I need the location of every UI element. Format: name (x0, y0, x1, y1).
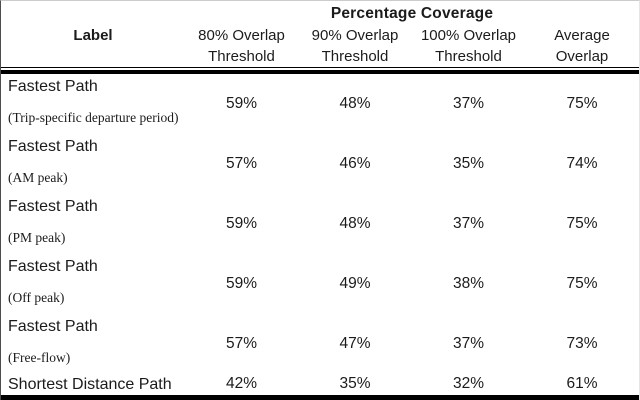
row-label: Fastest Path (8, 318, 98, 335)
cell-value: 48% (339, 95, 371, 112)
header-spacer (1, 1, 185, 25)
row-sublabel: (PM peak) (8, 230, 66, 245)
cell-value: 75% (566, 95, 598, 112)
row-label-cell: Fastest Path (AM peak) (1, 134, 185, 194)
cell-value: 37% (452, 215, 485, 232)
row-sublabel: (AM peak) (8, 170, 68, 185)
row-label-cell: Fastest Path (Free-flow) (1, 314, 185, 374)
cell-value: 35% (339, 375, 371, 392)
table-row-fastest-path-am-peak: Fastest Path (AM peak) 57% 46% 35% 74% (1, 134, 639, 194)
row-label-cell: Fastest Path (Trip-specific departure pe… (1, 74, 185, 134)
cell-value: 59% (225, 95, 258, 112)
cell-value: 37% (452, 335, 485, 352)
table-header-columns-row: Label 80% Overlap Threshold 90% Overlap … (1, 25, 639, 67)
table-row-fastest-path-trip-specific: Fastest Path (Trip-specific departure pe… (1, 74, 639, 134)
cell-value: 74% (566, 155, 598, 172)
table-row-fastest-path-free-flow: Fastest Path (Free-flow) 57% 47% 37% 73% (1, 314, 639, 374)
cell-value: 57% (225, 335, 258, 352)
row-label-cell: Fastest Path (PM peak) (1, 194, 185, 254)
table-row-fastest-path-off-peak: Fastest Path (Off peak) 59% 49% 38% 75% (1, 254, 639, 314)
cell-value: 49% (339, 275, 371, 292)
col-header-80-overlap-threshold: 80% Overlap Threshold (198, 27, 285, 65)
cell-value: 59% (225, 215, 258, 232)
row-label-cell: Fastest Path (Off peak) (1, 254, 185, 314)
cell-value: 42% (225, 375, 258, 392)
col-header-label-text: Label (73, 27, 113, 44)
row-label: Shortest Distance Path (8, 376, 172, 393)
col-header-average-overlap: Average Overlap (554, 27, 610, 65)
cell-value: 75% (566, 275, 598, 292)
row-label: Fastest Path (8, 78, 98, 95)
cell-value: 47% (339, 335, 371, 352)
col-header-90-overlap-threshold: 90% Overlap Threshold (311, 27, 399, 65)
row-label: Fastest Path (8, 138, 98, 155)
cell-value: 32% (452, 375, 485, 392)
table-row-shortest-distance-path: Shortest Distance Path 42% 35% 32% 61% (1, 374, 639, 394)
cell-value: 46% (339, 155, 371, 172)
cell-value: 75% (566, 215, 598, 232)
cell-value: 73% (566, 335, 598, 352)
row-label-cell: Shortest Distance Path (1, 374, 185, 394)
col-header-100-overlap-threshold: 100% Overlap Threshold (420, 27, 517, 65)
cell-value: 57% (225, 155, 258, 172)
row-label: Fastest Path (8, 258, 98, 275)
cell-value: 61% (566, 375, 598, 392)
col-header-label: Label (1, 25, 185, 67)
table-bottom-rule (1, 395, 639, 400)
cell-value: 59% (225, 275, 258, 292)
row-sublabel: (Free-flow) (8, 350, 71, 365)
row-sublabel: (Trip-specific departure period) (8, 110, 179, 125)
table-header-group-row: Percentage Coverage (1, 1, 639, 25)
row-label: Fastest Path (8, 198, 98, 215)
cell-value: 38% (452, 275, 485, 292)
row-sublabel: (Off peak) (8, 290, 65, 305)
cell-value: 35% (452, 155, 485, 172)
cell-value: 48% (339, 215, 371, 232)
header-separator-rule (1, 67, 639, 74)
cell-value: 37% (452, 95, 485, 112)
table-row-fastest-path-pm-peak: Fastest Path (PM peak) 59% 48% 37% 75% (1, 194, 639, 254)
group-header-percentage-coverage: Percentage Coverage (330, 5, 494, 22)
